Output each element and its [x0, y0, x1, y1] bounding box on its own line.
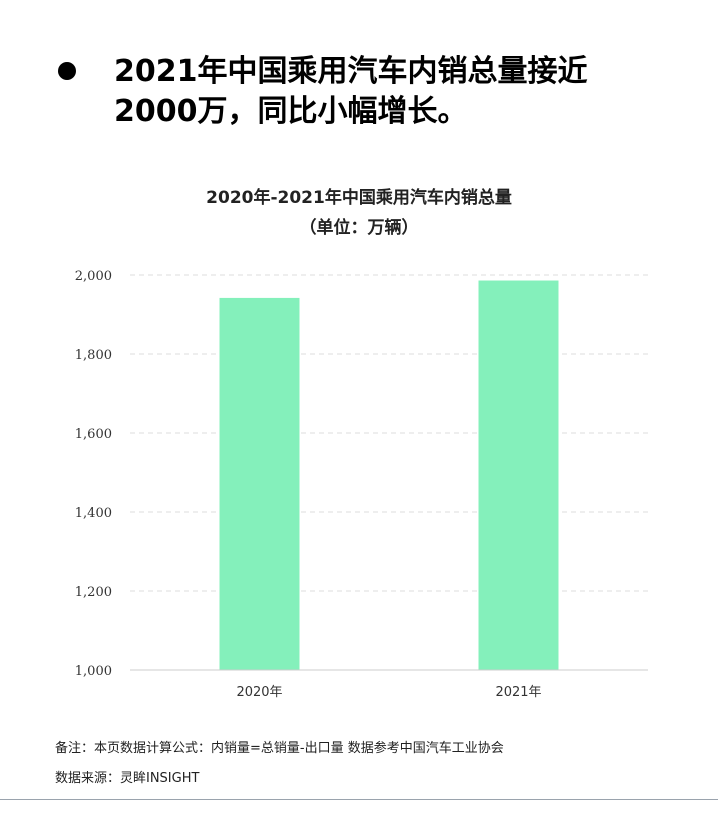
y-tick-label: 1,400	[75, 506, 112, 521]
y-tick-label: 2,000	[75, 269, 112, 284]
chart-title: 2020年-2021年中国乘用汽车内销总量	[206, 188, 512, 208]
headline-line-2: 2000万，同比小幅增长。	[114, 94, 468, 129]
y-tick-label: 1,600	[75, 427, 112, 442]
x-tick-label: 2021年	[495, 685, 541, 700]
x-axis-ticks: 2020年 2021年	[236, 685, 541, 700]
bottom-divider	[0, 799, 718, 800]
y-tick-label: 1,800	[75, 348, 112, 363]
x-tick-label: 2020年	[236, 685, 282, 700]
bar-1	[219, 297, 300, 670]
bar-chart: 1,000 1,200 1,400 1,600 1,800 2,000 2020年 2021…	[75, 269, 648, 700]
bar-2	[478, 280, 559, 670]
data-source: 数据来源：灵眸INSIGHT	[55, 771, 200, 786]
gridlines	[130, 274, 648, 592]
y-tick-label: 1,200	[75, 585, 112, 600]
bars	[219, 280, 559, 670]
y-axis-ticks: 1,000 1,200 1,400 1,600 1,800 2,000	[75, 269, 112, 679]
headline-text: 2021年中国乘用汽车内销总量接近 2000万，同比小幅增长。	[114, 52, 694, 132]
chart-subtitle: （单位：万辆）	[299, 218, 419, 238]
bullet-icon	[58, 62, 76, 80]
headline-line-1: 2021年中国乘用汽车内销总量接近	[114, 54, 588, 89]
y-tick-label: 1,000	[75, 664, 112, 679]
footnote: 备注：本页数据计算公式：内销量=总销量-出口量 数据参考中国汽车工业协会	[55, 741, 504, 756]
